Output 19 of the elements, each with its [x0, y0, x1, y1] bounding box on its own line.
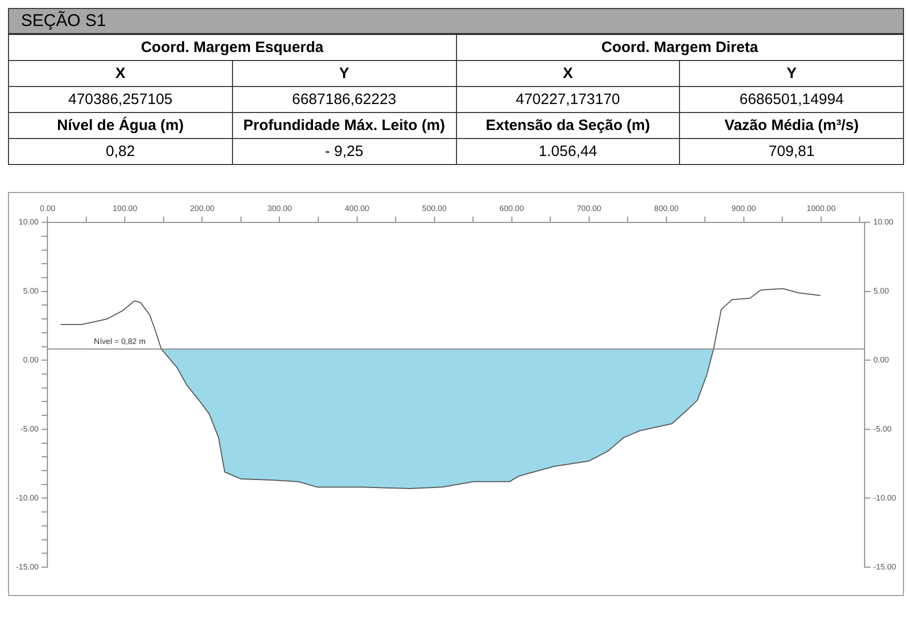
- text: 709,81: [680, 138, 904, 164]
- text: 470386,257105: [8, 86, 232, 112]
- chart-title: SEÇÃO S1: [8, 8, 904, 34]
- text: 0,82: [8, 138, 232, 164]
- text: - 9,25: [232, 138, 456, 164]
- text: Vazão Média (m³/s): [680, 112, 904, 138]
- text: Nível de Água (m): [8, 112, 232, 138]
- text: 6686501,14994: [680, 86, 904, 112]
- text: Y: [232, 60, 456, 86]
- text: X: [8, 60, 232, 86]
- text: Extensão da Seção (m): [456, 112, 680, 138]
- text: Coord. Margem Direta: [456, 34, 904, 60]
- text: X: [456, 60, 680, 86]
- text: 1.056,44: [456, 138, 680, 164]
- text: Y: [680, 60, 904, 86]
- text: 6687186,62223: [232, 86, 456, 112]
- text: 470227,173170: [456, 86, 680, 112]
- text: Profundidade Máx. Leito (m): [232, 112, 456, 138]
- text: Coord. Margem Esquerda: [8, 34, 456, 60]
